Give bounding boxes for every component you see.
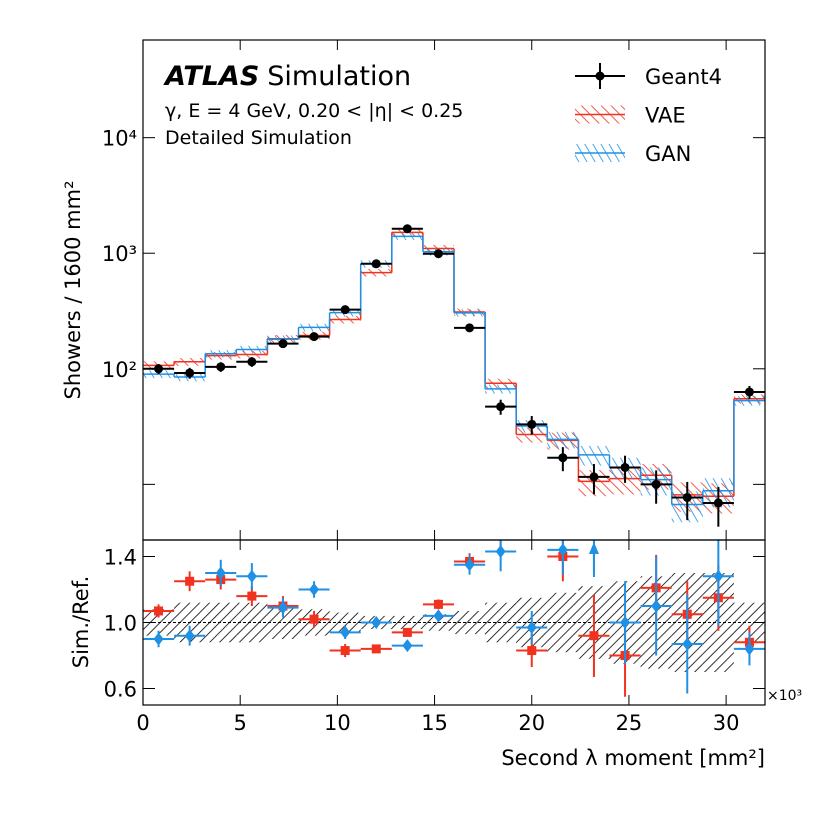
ratio-point: [371, 644, 381, 654]
y-tick-label: 10³: [102, 242, 137, 266]
data-point: [154, 364, 164, 374]
axes: 0 5 10 15 20 25 30 10² 10³ 10⁴ 0.6 1.0 1.4 Geant4 VAE G…: [102, 39, 766, 735]
ratio-point: [402, 639, 413, 653]
ratio-plot: [143, 519, 765, 697]
x-tick-label: 0: [136, 711, 149, 735]
data-point: [465, 323, 475, 333]
y-tick-label: 10²: [102, 358, 137, 382]
legend-marker: [595, 71, 605, 81]
legend-label: VAE: [645, 104, 686, 128]
data-point: [620, 462, 630, 472]
ratio-point: [620, 616, 631, 629]
data-point: [402, 224, 412, 234]
x-tick-label: 5: [234, 711, 247, 735]
off-scale-arrowhead: [588, 542, 599, 554]
data-point: [651, 479, 661, 489]
data-point: [185, 368, 195, 378]
ratio-point: [527, 646, 537, 656]
ratio-point: [215, 566, 226, 580]
reference-band: [236, 602, 268, 643]
x-tick-label: 25: [616, 711, 643, 735]
x-tick-label: 30: [713, 711, 740, 735]
data-point: [247, 357, 257, 367]
ratio-point: [557, 543, 568, 557]
data-point: [371, 259, 381, 269]
subtitle: γ, E = 4 GeV, 0.20 < |η| < 0.25: [165, 100, 463, 122]
ratio-point: [744, 642, 755, 656]
data-point: [496, 402, 506, 412]
data-point: [713, 498, 723, 508]
ratio-point: [247, 591, 257, 601]
ratio-point: [185, 576, 195, 586]
ratio-point: [277, 601, 288, 615]
x-axis-label: Second λ moment [mm²]: [501, 746, 765, 770]
ratio-point: [153, 632, 164, 646]
ratio-point: [526, 620, 537, 634]
ratio-point: [682, 637, 693, 651]
data-point: [340, 305, 350, 315]
ratio-point: [309, 583, 320, 596]
ratio-point: [402, 627, 412, 637]
ratio-point: [495, 545, 506, 559]
ratio-point: [309, 614, 319, 624]
x-tick-label: 20: [518, 711, 545, 735]
main-plot: [143, 224, 765, 527]
ratio-y-tick-label: 0.6: [104, 678, 137, 702]
data-point: [558, 453, 568, 463]
ratio-point: [589, 631, 599, 641]
uncertainty-band: [578, 445, 610, 466]
ratio-point: [589, 525, 599, 538]
ratio-y-tick-label: 1.4: [104, 546, 137, 570]
data-point: [309, 332, 319, 342]
y-tick-label: 10⁴: [102, 127, 137, 151]
ratio-point: [154, 606, 164, 616]
x-multiplier: ×10³: [767, 688, 802, 704]
ratio-point: [340, 646, 350, 656]
ratio-point: [651, 599, 662, 613]
x-tick-label: 15: [421, 711, 448, 735]
data-point: [589, 472, 599, 482]
ratio-point: [496, 519, 505, 528]
ratio-point: [433, 609, 444, 623]
x-tick-label: 10: [324, 711, 351, 735]
subtitle2: Detailed Simulation: [165, 127, 352, 149]
atlas: ATLAS: [163, 61, 259, 92]
ratio-point: [713, 569, 724, 583]
ratio-y-tick-label: 1.0: [104, 612, 137, 636]
data-point: [744, 387, 754, 397]
ratio-point: [340, 625, 351, 639]
ratio-point: [184, 629, 195, 643]
data-point: [682, 492, 692, 502]
y-axis-label: Showers / 1600 mm²: [61, 180, 85, 399]
ratio-point: [246, 569, 257, 583]
ratio-point: [433, 599, 443, 609]
ratio-y-label: Sim./Ref.: [69, 576, 93, 668]
ratio-point: [371, 616, 382, 629]
ratio-point: [464, 558, 475, 572]
legend-label: Geant4: [645, 65, 722, 89]
experiment-label: ATLAS Simulation: [163, 61, 411, 92]
data-point: [216, 362, 226, 372]
simulation: Simulation: [267, 61, 411, 92]
reference-band: [391, 615, 423, 630]
data-point: [278, 339, 288, 349]
legend-label: GAN: [645, 142, 691, 166]
data-point: [527, 419, 537, 429]
data-point: [433, 249, 443, 259]
